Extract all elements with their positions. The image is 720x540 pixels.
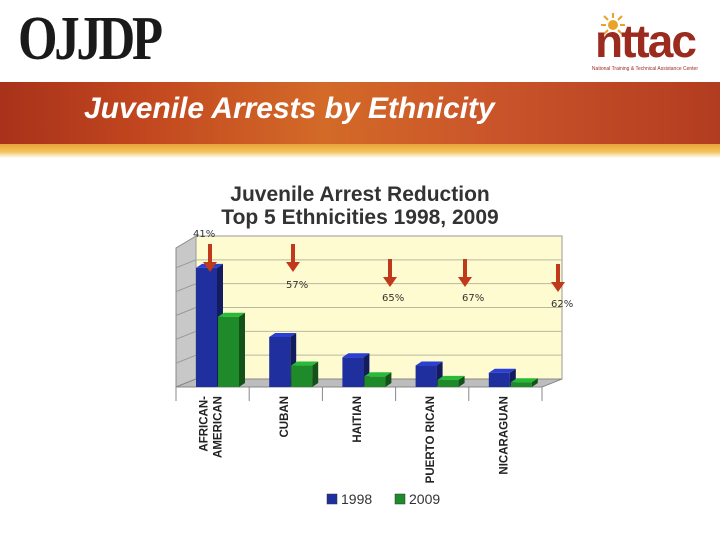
bar-2009-1 [291, 361, 319, 387]
chart-title: Juvenile Arrest Reduction Top 5 Ethnicit… [180, 183, 540, 229]
category-label-3: PUERTO RICAN [425, 396, 437, 483]
category-label-0: AMERICAN [213, 396, 225, 458]
nttac-logo-subtitle: National Training & Technical Assistance… [591, 66, 698, 72]
legend-label-1998: 1998 [341, 491, 372, 507]
reduction-arrow-0 [203, 244, 217, 272]
title-banner [0, 82, 720, 144]
legend-label-2009: 2009 [409, 491, 440, 507]
chart-title-line-1: Juvenile Arrest Reduction [230, 183, 490, 206]
bar-1998-4 [488, 368, 516, 387]
bar-2009-4 [510, 378, 538, 387]
reduction-arrow-2 [383, 259, 397, 287]
reduction-label-3: 67% [462, 293, 484, 304]
category-label-1: CUBAN [279, 396, 291, 438]
reduction-arrow-4 [551, 264, 565, 292]
nttac-logo: nttac National Training & Technical Assi… [592, 18, 698, 72]
reduction-label-2: 65% [382, 293, 404, 304]
category-label-2: HAITIAN [352, 396, 364, 443]
bar-1998-3 [415, 361, 443, 387]
reduction-label-0: 41% [193, 229, 215, 240]
ojjdp-logo: OJJDP [18, 5, 163, 73]
category-label-4: NICARAGUAN [498, 396, 510, 475]
banner-stripe [0, 144, 720, 158]
bar-2009-3 [437, 375, 465, 387]
reduction-arrow-3 [458, 259, 472, 287]
nttac-sun-icon [601, 13, 625, 37]
reduction-label-1: 57% [286, 280, 308, 291]
gridline-side [175, 330, 197, 340]
legend-swatch-2009 [394, 493, 406, 505]
nttac-logo-text: nttac [595, 15, 697, 67]
gridline-side [175, 259, 197, 269]
slide-title: Juvenile Arrests by Ethnicity [84, 92, 495, 125]
chart-title-line-2: Top 5 Ethnicities 1998, 2009 [221, 206, 499, 230]
gridline-side [175, 354, 197, 364]
gridline-side [175, 283, 197, 293]
bar-2009-0 [218, 312, 245, 387]
reduction-label-4: 62% [551, 299, 573, 310]
gridline-side [175, 307, 197, 316]
legend-swatch-1998 [326, 493, 338, 505]
legend: 1998 2009 [326, 491, 440, 507]
category-label-0: AFRICAN- [199, 396, 211, 452]
reduction-arrow-1 [286, 244, 300, 272]
bar-2009-2 [364, 372, 392, 387]
